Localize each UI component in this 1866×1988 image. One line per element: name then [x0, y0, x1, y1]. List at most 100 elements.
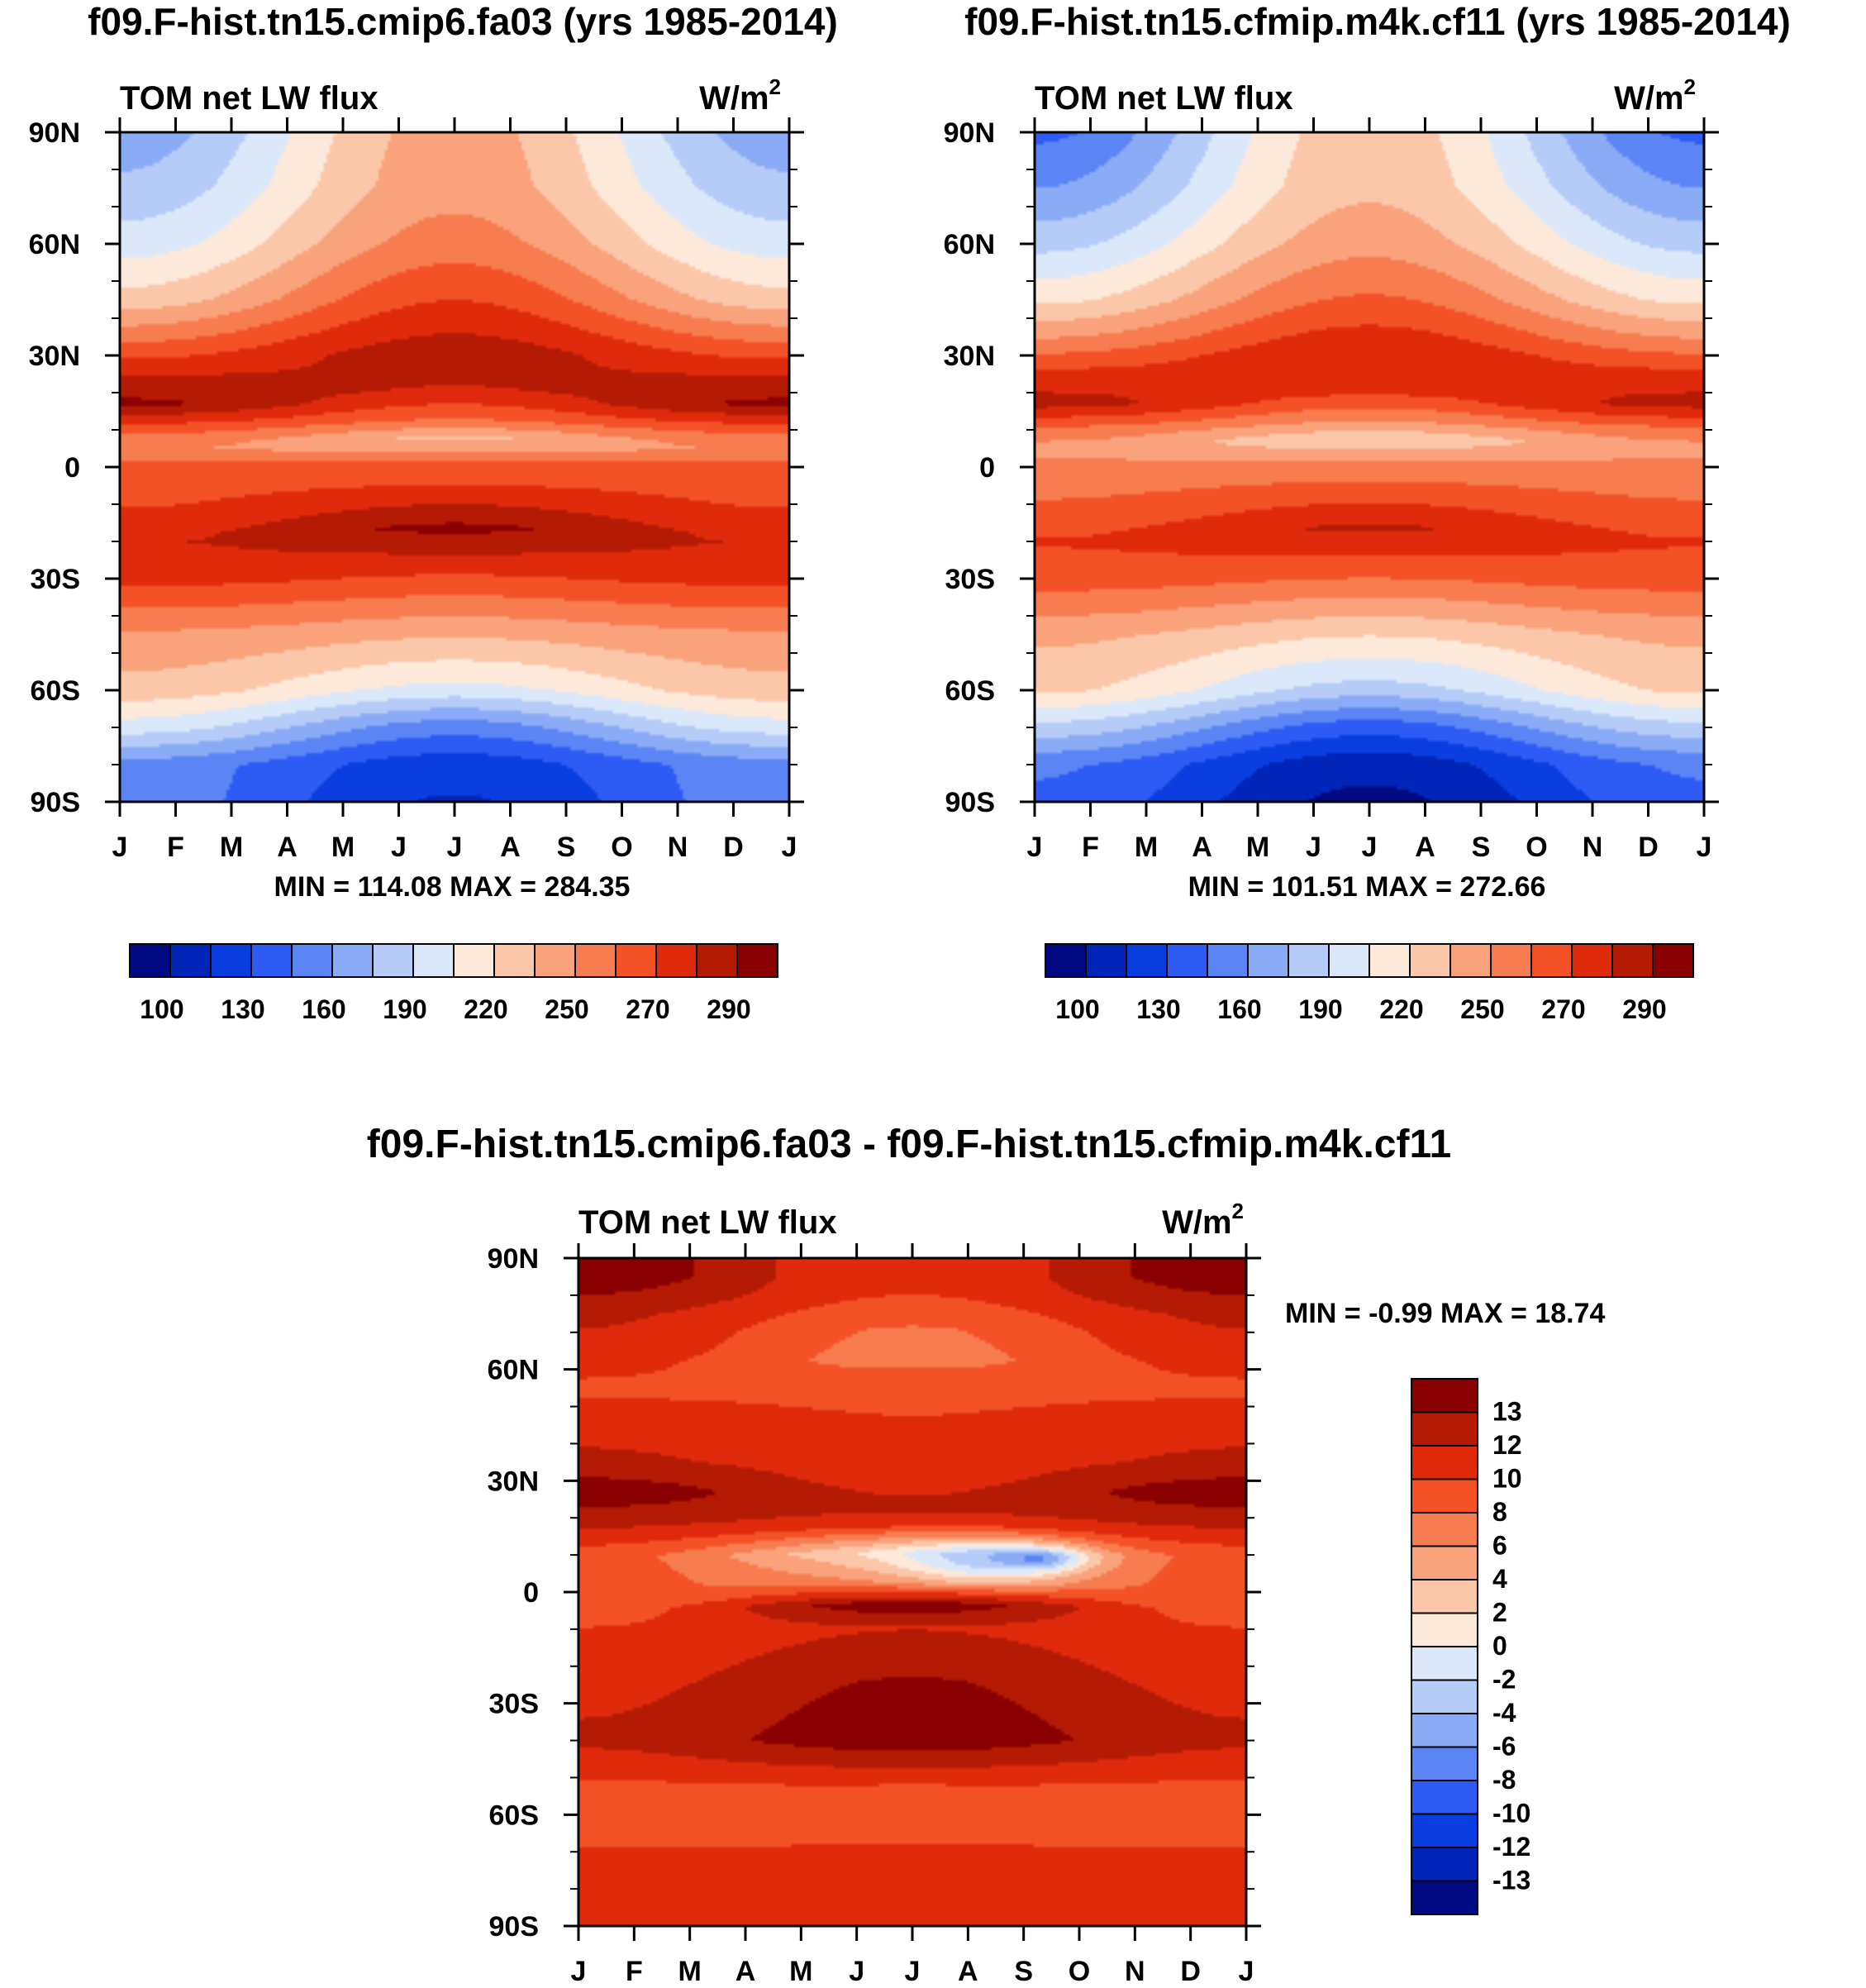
- right-xtick-label: N: [1583, 832, 1603, 863]
- left-colorbar-box: [291, 943, 333, 978]
- left-colorbar-box: [534, 943, 576, 978]
- panel-right-units: W/m2: [1614, 74, 1696, 117]
- diff-xtick-label: J: [1239, 1956, 1254, 1987]
- left-ytick-label: 30S: [31, 564, 81, 595]
- right-ytick-label: 30N: [944, 341, 995, 372]
- diff-xtick-label: M: [789, 1956, 812, 1987]
- right-ytick-label: 60S: [945, 675, 996, 707]
- right-colorbar-label: 130: [1136, 994, 1180, 1024]
- diff-xtick-label: M: [678, 1956, 702, 1987]
- left-ytick-label: 90S: [31, 787, 81, 818]
- panel-diff: f09.F-hist.tn15.cmip6.fa03 - f09.F-hist.…: [367, 1123, 1606, 1987]
- panel-right-units-exponent: 2: [1684, 74, 1696, 99]
- left-ytick-label: 90N: [29, 117, 80, 149]
- panel-diff-minmax: MIN = -0.99 MAX = 18.74: [1285, 1298, 1605, 1329]
- diff-colorbar-label: 13: [1492, 1397, 1522, 1427]
- diff-colorbar-box: [1411, 1780, 1478, 1815]
- panel-diff-variable-label: TOM net LW flux: [578, 1204, 837, 1241]
- right-xtick-label: A: [1192, 832, 1212, 863]
- left-xtick-label: M: [220, 832, 243, 863]
- right-field: [1035, 132, 1704, 802]
- left-colorbar-label: 290: [707, 994, 750, 1024]
- left-colorbar-label: 100: [140, 994, 183, 1024]
- panel-right-units-base: W/m: [1614, 80, 1683, 117]
- right-xtick-label: J: [1362, 832, 1378, 863]
- right-colorbar-box: [1207, 943, 1249, 978]
- right-colorbar-label: 160: [1217, 994, 1261, 1024]
- right-colorbar-box: [1328, 943, 1370, 978]
- right-ytick-label: 90N: [944, 117, 995, 149]
- left-xtick-label: J: [447, 832, 463, 863]
- panel-left-units: W/m2: [699, 74, 781, 117]
- diff-xtick-label: S: [1014, 1956, 1033, 1987]
- right-colorbar-label: 270: [1541, 994, 1585, 1024]
- diff-xtick-label: N: [1125, 1956, 1145, 1987]
- right-colorbar-box: [1085, 943, 1127, 978]
- right-colorbar-box: [1611, 943, 1654, 978]
- diff-colorbar-label: 0: [1492, 1631, 1507, 1661]
- right-xtick-label: J: [1306, 832, 1321, 863]
- diff-colorbar-box: [1411, 1411, 1478, 1447]
- diff-colorbar-box: [1411, 1579, 1478, 1614]
- right-xtick-label: M: [1246, 832, 1269, 863]
- diff-colorbar-label: 10: [1492, 1464, 1522, 1494]
- diff-xtick-label: A: [735, 1956, 756, 1987]
- right-colorbar-box: [1369, 943, 1411, 978]
- diff-colorbar-box: [1411, 1679, 1478, 1714]
- right-colorbar-box: [1409, 943, 1451, 978]
- left-xtick-label: D: [723, 832, 744, 863]
- left-colorbar-box: [493, 943, 536, 978]
- panel-right-colorbar: 100 130 160 190 220 250 270 290: [1045, 943, 1694, 1024]
- panel-left-units-exponent: 2: [769, 74, 781, 99]
- left-colorbar-box: [129, 943, 171, 978]
- left-colorbar-box: [655, 943, 697, 978]
- right-colorbar-box: [1571, 943, 1613, 978]
- left-colorbar-box: [453, 943, 495, 978]
- left-colorbar-box: [574, 943, 616, 978]
- right-colorbar-label: 290: [1622, 994, 1666, 1024]
- right-ytick-label: 90S: [945, 787, 996, 818]
- panel-diff-units: W/m2: [1162, 1199, 1244, 1241]
- left-colorbar-label: 160: [302, 994, 345, 1024]
- diff-field: [578, 1258, 1246, 1926]
- left-xtick-label: M: [331, 832, 355, 863]
- left-xtick-label: J: [112, 832, 128, 863]
- left-xtick-label: J: [782, 832, 797, 863]
- right-xtick-label: M: [1135, 832, 1158, 863]
- diff-xtick-label: J: [905, 1956, 921, 1987]
- right-xtick-label: F: [1082, 832, 1099, 863]
- left-colorbar-label: 130: [221, 994, 264, 1024]
- left-xtick-label: J: [391, 832, 407, 863]
- left-xtick-label: S: [557, 832, 576, 863]
- right-colorbar-box: [1530, 943, 1573, 978]
- panel-left-colorbar: 100 130 160 190 220 250 270 290: [129, 943, 778, 1024]
- panel-diff-title: f09.F-hist.tn15.cmip6.fa03 - f09.F-hist.…: [367, 1123, 1451, 1166]
- right-colorbar-box: [1288, 943, 1330, 978]
- panel-right-plot: J F M A M J J A S O N D J 90N 60N 30N 0 30S 60S 90S: [944, 117, 1719, 863]
- left-colorbar-box: [412, 943, 455, 978]
- left-colorbar-label: 250: [545, 994, 588, 1024]
- right-colorbar-box: [1490, 943, 1532, 978]
- diff-colorbar-label: -2: [1492, 1665, 1516, 1695]
- diff-colorbar-label: 6: [1492, 1531, 1507, 1561]
- left-xtick-label: A: [500, 832, 521, 863]
- diff-ytick-label: 60S: [489, 1800, 540, 1831]
- diff-colorbar-box: [1411, 1880, 1478, 1915]
- diff-colorbar-box: [1411, 1478, 1478, 1514]
- panel-right-variable-label: TOM net LW flux: [1035, 80, 1293, 117]
- diff-xtick-label: A: [958, 1956, 978, 1987]
- diff-xtick-label: J: [571, 1956, 587, 1987]
- left-xtick-label: O: [611, 832, 632, 863]
- panel-left-title: f09.F-hist.tn15.cmip6.fa03 (yrs 1985-201…: [88, 0, 838, 43]
- right-colorbar-box: [1126, 943, 1168, 978]
- left-ytick-label: 60S: [31, 675, 81, 707]
- diff-xtick-label: J: [849, 1956, 864, 1987]
- left-colorbar-box: [210, 943, 252, 978]
- right-xtick-label: A: [1415, 832, 1435, 863]
- left-colorbar-box: [615, 943, 657, 978]
- diff-ytick-label: 0: [523, 1577, 539, 1609]
- panel-left-plot: J F M A M J J A S O N D J 90N 60N 30N 0 30S 60S 90S: [29, 117, 804, 863]
- left-ytick-label: 0: [64, 452, 80, 484]
